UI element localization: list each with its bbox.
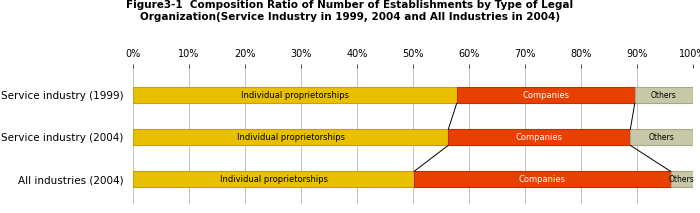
Bar (456, 88, 635, 103)
Text: Others: Others (649, 133, 675, 142)
Bar (133, 171, 414, 187)
Bar (448, 130, 630, 145)
Text: Individual proprietorships: Individual proprietorships (241, 91, 349, 100)
Text: Individual proprietorships: Individual proprietorships (220, 175, 328, 184)
Bar (133, 130, 448, 145)
Text: Companies: Companies (522, 91, 569, 100)
Bar (630, 130, 693, 145)
Bar (414, 171, 671, 187)
Text: Individual proprietorships: Individual proprietorships (237, 133, 344, 142)
Text: Figure3-1  Composition Ratio of Number of Establishments by Type of Legal
Organi: Figure3-1 Composition Ratio of Number of… (127, 0, 573, 22)
Bar (671, 171, 693, 187)
Bar (635, 88, 693, 103)
Text: Companies: Companies (519, 175, 566, 184)
Text: Companies: Companies (516, 133, 563, 142)
Text: Others: Others (669, 175, 694, 184)
Bar (133, 88, 456, 103)
Text: Others: Others (651, 91, 677, 100)
